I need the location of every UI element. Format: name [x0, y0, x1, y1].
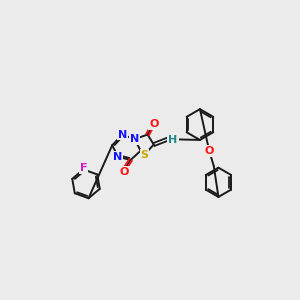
Text: N: N: [113, 152, 122, 162]
Text: O: O: [120, 167, 129, 176]
Text: S: S: [140, 150, 148, 160]
Text: N: N: [118, 130, 127, 140]
Text: F: F: [80, 163, 87, 173]
Text: H: H: [168, 135, 178, 145]
Text: O: O: [149, 119, 158, 129]
Text: O: O: [205, 146, 214, 156]
Text: N: N: [130, 134, 139, 144]
